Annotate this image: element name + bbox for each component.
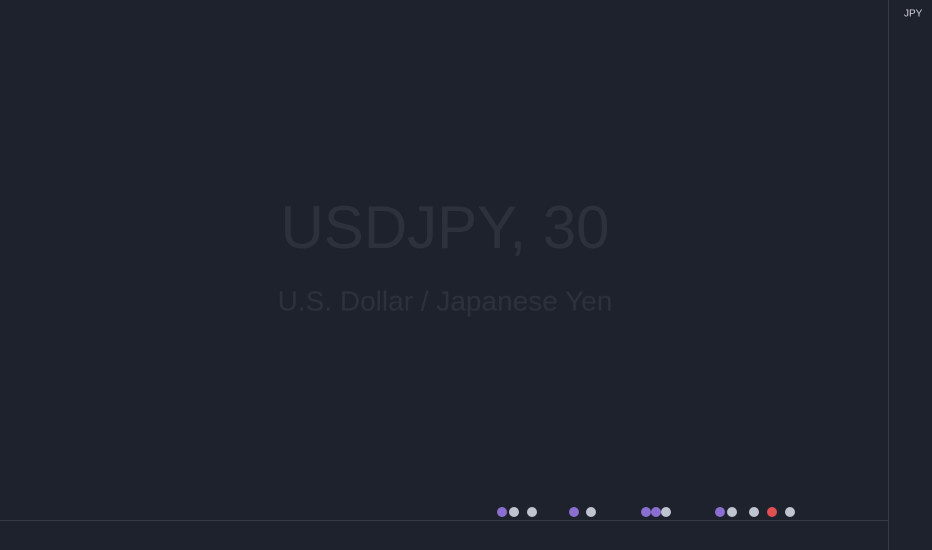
currency-label: JPY [904, 9, 923, 20]
watermark-subtitle: U.S. Dollar / Japanese Yen [278, 285, 613, 316]
event-icon [661, 507, 671, 517]
event-icon [497, 507, 507, 517]
event-icon [727, 507, 737, 517]
event-icon [586, 507, 596, 517]
event-icon [641, 507, 651, 517]
event-icon [509, 507, 519, 517]
event-icon [527, 507, 537, 517]
event-icon [569, 507, 579, 517]
event-icon [749, 507, 759, 517]
event-icon [651, 507, 661, 517]
watermark-title: USDJPY, 30 [280, 194, 609, 261]
event-icon [767, 507, 777, 517]
event-icons [497, 507, 795, 517]
event-icon [715, 507, 725, 517]
event-icon [785, 507, 795, 517]
